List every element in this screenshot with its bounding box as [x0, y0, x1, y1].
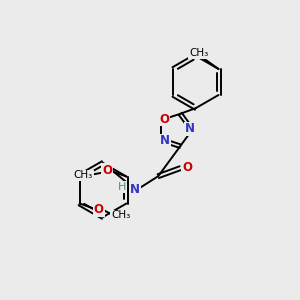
Text: N: N [160, 134, 170, 148]
Text: N: N [185, 122, 195, 136]
Text: CH₃: CH₃ [74, 170, 93, 181]
Text: H: H [118, 182, 126, 192]
Text: O: O [159, 112, 169, 125]
Text: N: N [130, 183, 140, 196]
Text: O: O [102, 164, 112, 177]
Text: CH₃: CH₃ [111, 211, 130, 220]
Text: O: O [182, 161, 192, 174]
Text: O: O [94, 203, 103, 216]
Text: CH₃: CH₃ [189, 48, 208, 58]
